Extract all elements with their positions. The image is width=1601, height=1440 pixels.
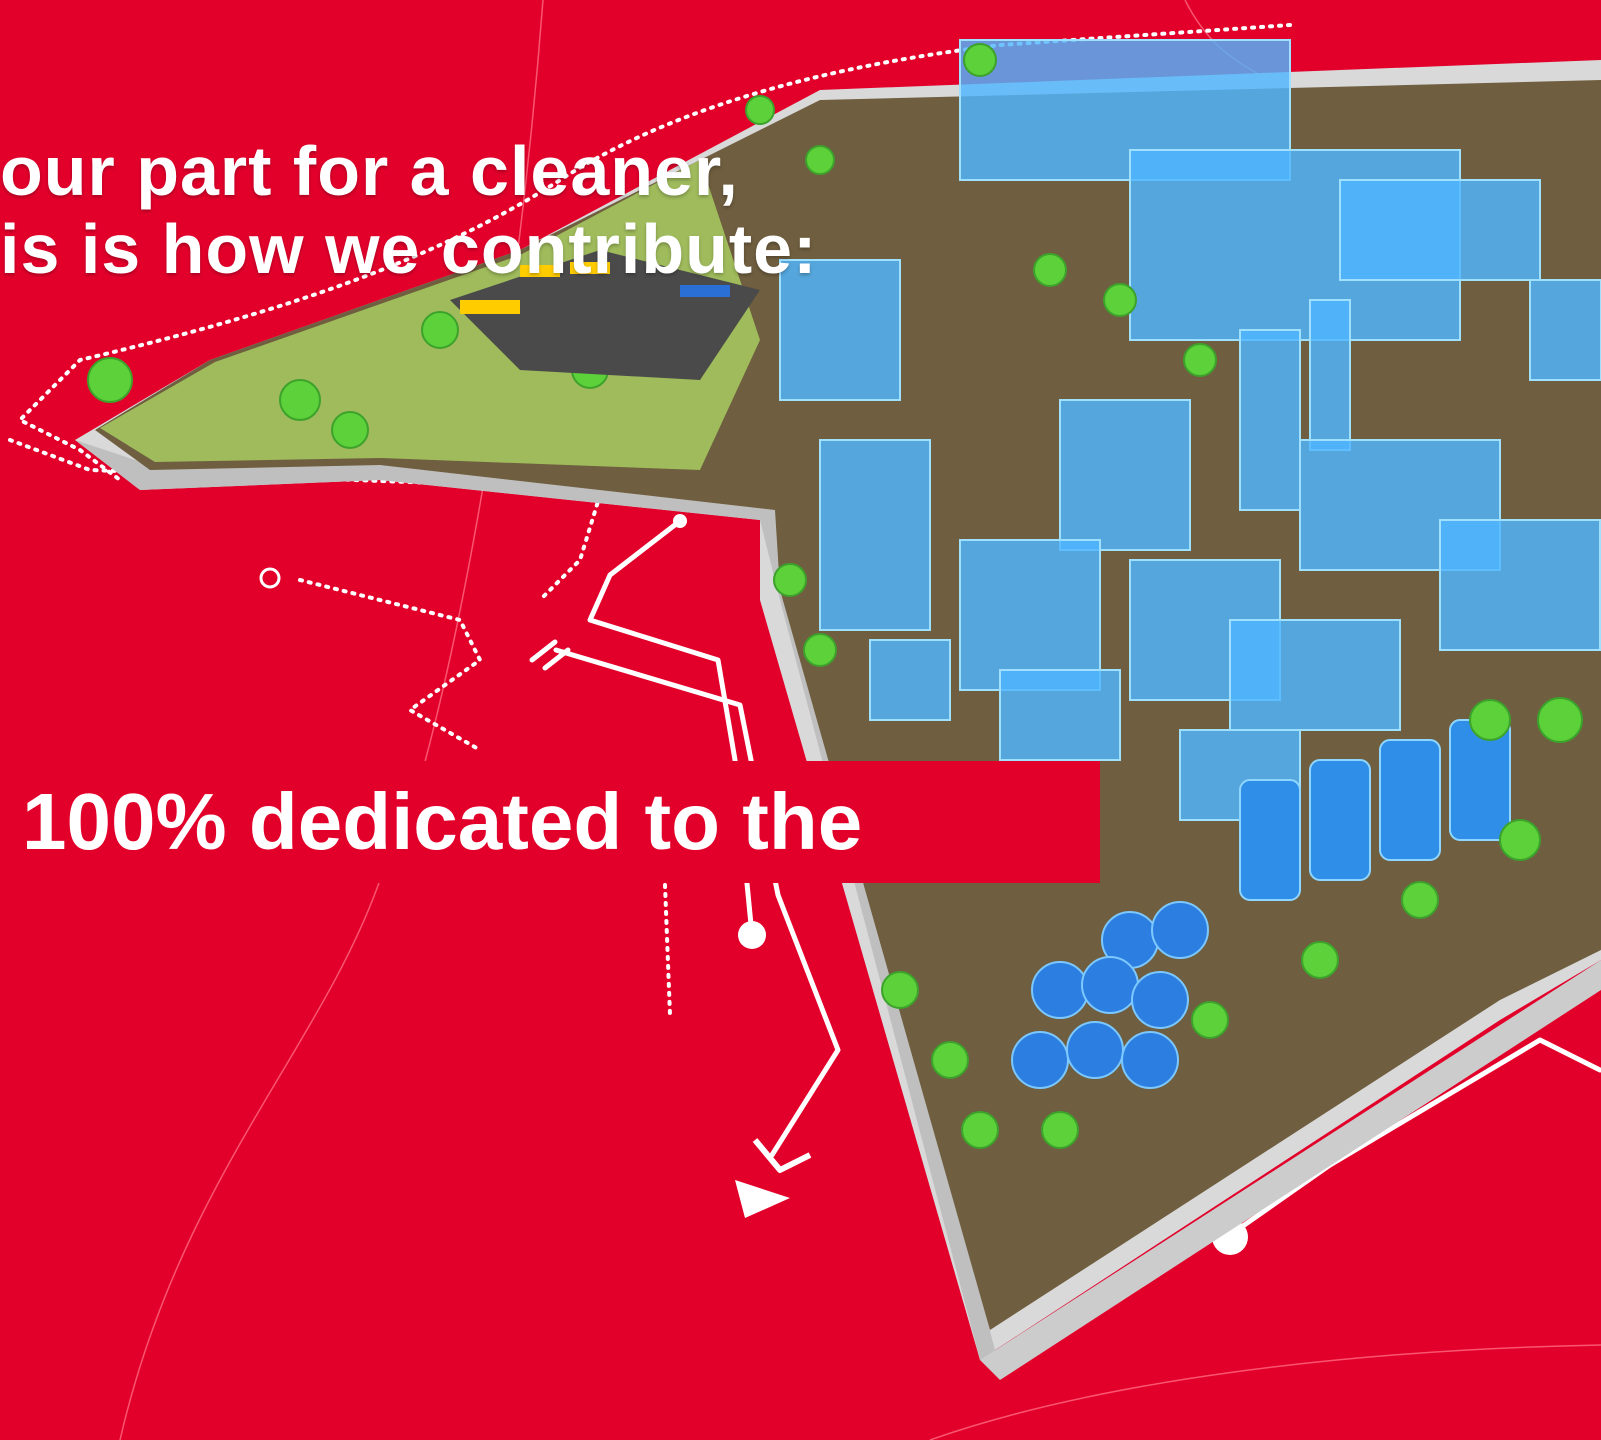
storage-domes <box>1011 901 1209 1089</box>
bus-depot <box>450 250 760 380</box>
arrow-head-icon <box>735 1180 790 1218</box>
node-dot-icon <box>673 514 687 528</box>
solid-circuit-lines <box>529 518 1601 1238</box>
dedication-banner-text: 100% dedicated to the <box>22 777 863 866</box>
dedication-banner: 100% dedicated to the <box>0 761 1100 883</box>
headline: our part for a cleaner, is is how we con… <box>0 132 817 288</box>
glass-tank-rows <box>1239 719 1511 901</box>
node-ring-icon <box>259 567 281 589</box>
arrow-down-icon <box>752 1138 812 1173</box>
headline-line-2: is is how we contribute: <box>0 210 818 288</box>
glass-buildings <box>779 39 1601 821</box>
node-dot-icon <box>738 921 766 949</box>
headline-line-1: our part for a cleaner, <box>0 132 739 210</box>
